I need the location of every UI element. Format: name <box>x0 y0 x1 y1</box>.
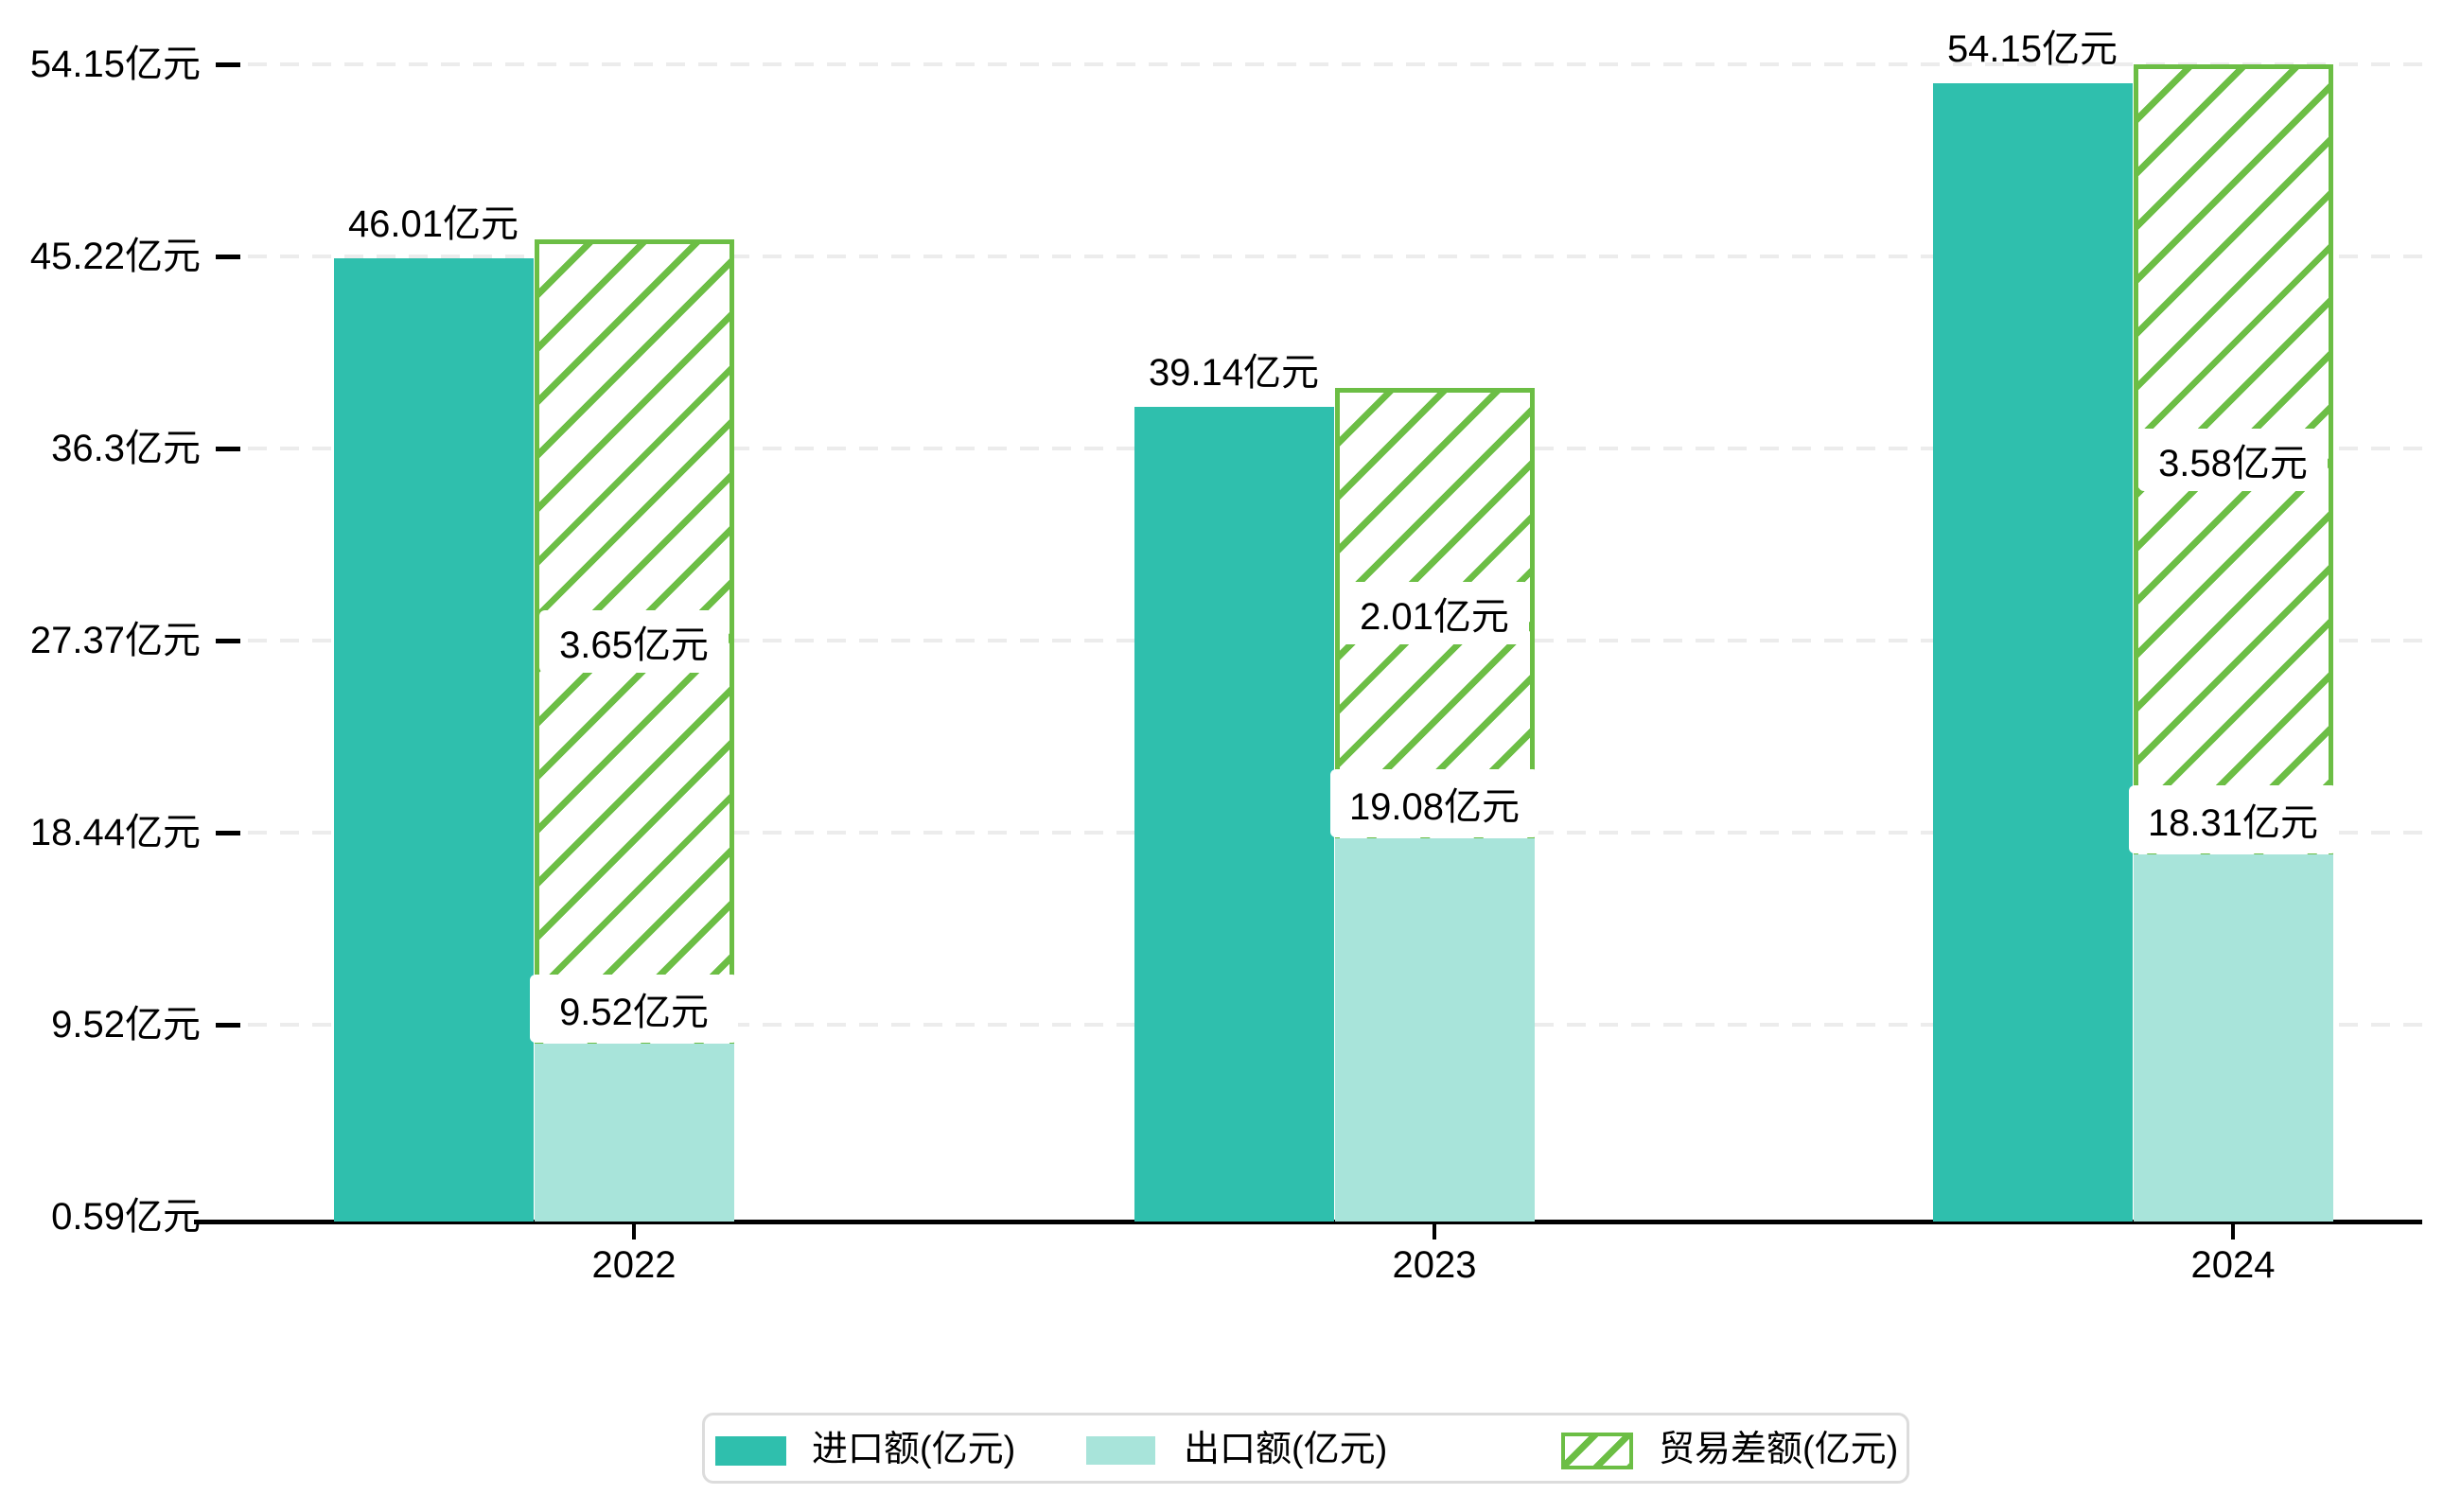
import-swatch-icon <box>715 1436 786 1466</box>
export-swatch-icon <box>1086 1436 1155 1465</box>
export-value-label: 19.08亿元 <box>1330 768 1538 837</box>
legend-label: 进口额(亿元) <box>812 1430 1016 1469</box>
import-value-label: 39.14亿元 <box>1148 351 1320 394</box>
y-axis-tick-label: 9.52亿元 <box>51 1003 201 1046</box>
y-tick-mark <box>216 639 240 644</box>
x-axis-line <box>194 1220 2422 1224</box>
trade-diff-value-label: 3.65亿元 <box>539 610 729 674</box>
y-tick-mark <box>216 1022 240 1028</box>
legend-label: 出口额(亿元) <box>1184 1430 1388 1469</box>
x-category-label-2024: 2024 <box>2190 1244 2276 1286</box>
y-axis-tick-label: 54.15亿元 <box>29 44 201 86</box>
legend: 进口额(亿元) 出口额(亿元) 贸易差额(亿元) <box>702 1413 1909 1484</box>
export-bar-2022 <box>535 1043 734 1222</box>
import-bar-2024 <box>1933 83 2133 1222</box>
import-bar-2022 <box>334 258 534 1222</box>
export-value-label: 18.31亿元 <box>2129 785 2337 854</box>
gridline <box>248 62 2422 67</box>
x-tick-mark <box>1433 1224 1436 1239</box>
y-tick-mark <box>216 447 240 452</box>
export-bar-2024 <box>2134 854 2333 1222</box>
trade-diff-value-label: 2.01亿元 <box>1340 581 1529 644</box>
y-axis-tick-label: 18.44亿元 <box>29 812 201 854</box>
y-tick-mark <box>216 62 240 68</box>
x-category-label-2023: 2023 <box>1392 1244 1477 1286</box>
y-axis-tick-label: 36.3亿元 <box>51 428 201 470</box>
legend-label: 贸易差额(亿元) <box>1659 1430 1899 1469</box>
y-tick-mark <box>216 831 240 836</box>
export-bar-2023 <box>1335 837 1535 1222</box>
import-value-label: 54.15亿元 <box>1946 28 2118 71</box>
trade-diff-swatch-icon <box>1561 1433 1633 1469</box>
import-value-label: 46.01亿元 <box>347 203 519 246</box>
x-tick-mark <box>2231 1224 2235 1239</box>
y-tick-mark <box>216 255 240 260</box>
y-axis-tick-label: 45.22亿元 <box>29 236 201 278</box>
trade-diff-value-label: 3.58亿元 <box>2138 428 2328 491</box>
import-bar-2023 <box>1134 406 1334 1222</box>
x-tick-mark <box>632 1224 636 1239</box>
gridline <box>248 255 2422 259</box>
export-value-label: 9.52亿元 <box>530 974 738 1043</box>
x-category-label-2022: 2022 <box>591 1244 677 1286</box>
y-axis-tick-label: 27.37亿元 <box>29 620 201 662</box>
y-axis-tick-label: 0.59亿元 <box>51 1196 201 1238</box>
